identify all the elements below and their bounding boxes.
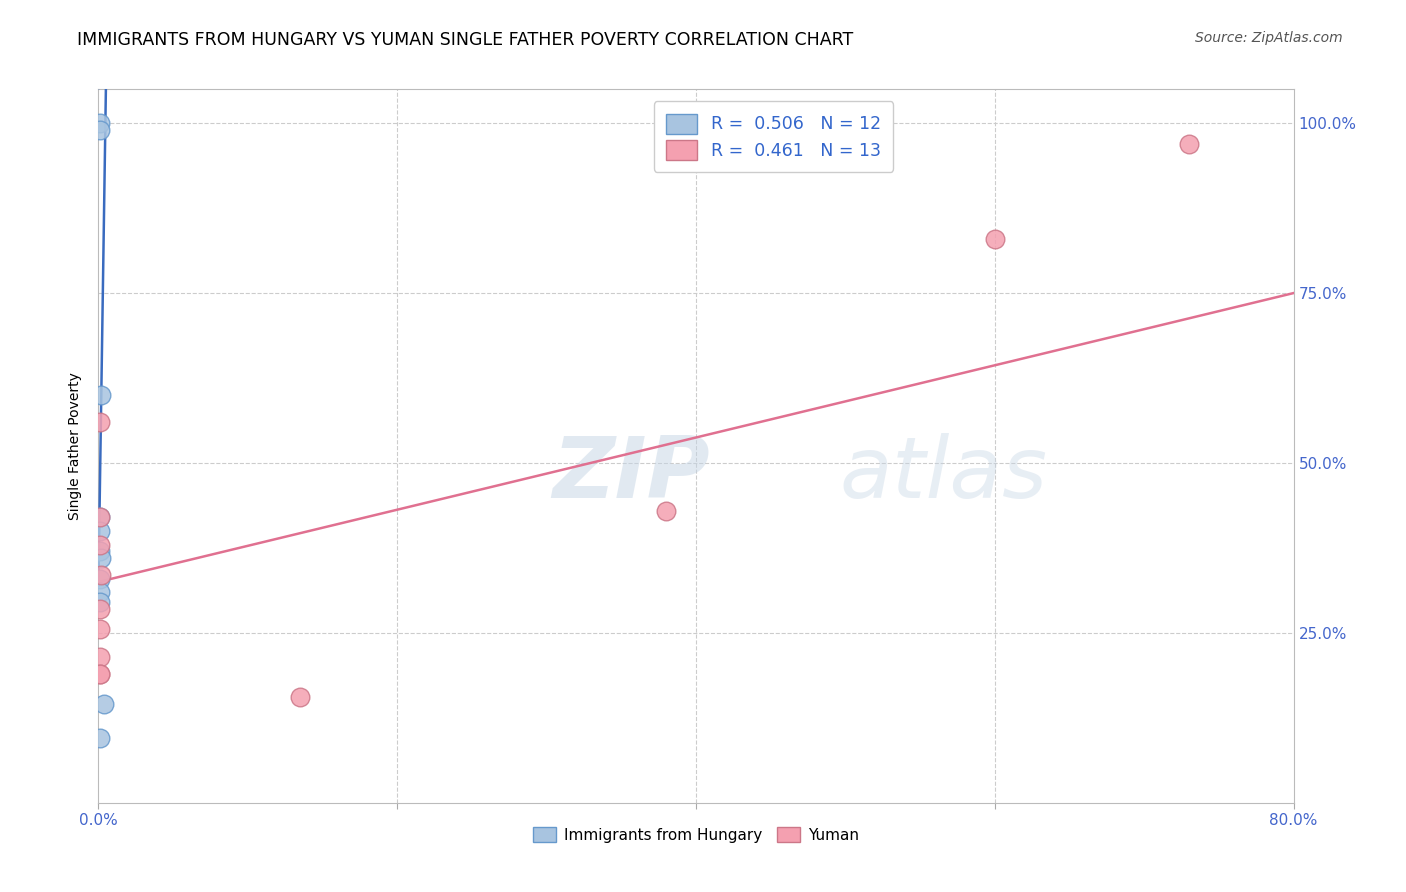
Point [90,568,112,582]
Point [89,623,111,637]
Point [90,388,112,402]
Point [89,666,111,681]
Point [89,544,111,558]
Point [89,510,111,524]
Point [89,123,111,137]
Text: Source: ZipAtlas.com: Source: ZipAtlas.com [1195,31,1343,45]
Y-axis label: Single Father Poverty: Single Father Poverty [69,372,83,520]
Point [1178,136,1201,151]
Point [655,503,678,517]
Point [89,731,111,746]
Point [89,595,111,609]
Point [89,537,111,551]
Point [89,524,111,538]
Point [89,666,111,681]
Point [89,510,111,524]
Point [90,551,112,566]
Legend: Immigrants from Hungary, Yuman: Immigrants from Hungary, Yuman [527,821,865,848]
Point [288,690,311,705]
Text: IMMIGRANTS FROM HUNGARY VS YUMAN SINGLE FATHER POVERTY CORRELATION CHART: IMMIGRANTS FROM HUNGARY VS YUMAN SINGLE … [77,31,853,49]
Point [89,602,111,616]
Point [984,232,1007,246]
Text: atlas: atlas [839,433,1047,516]
Point [89,415,111,429]
Point [89,572,111,586]
Text: ZIP: ZIP [553,433,710,516]
Point [93,698,115,712]
Point [89,585,111,599]
Point [89,649,111,664]
Point [89,116,111,130]
